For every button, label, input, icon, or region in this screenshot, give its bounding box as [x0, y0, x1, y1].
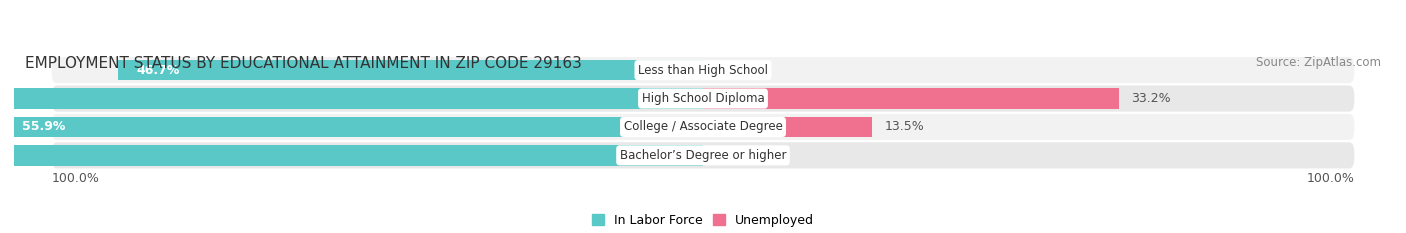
Text: Bachelor’s Degree or higher: Bachelor’s Degree or higher: [620, 149, 786, 162]
FancyBboxPatch shape: [52, 57, 1354, 83]
Text: 46.7%: 46.7%: [136, 64, 180, 77]
Text: 100.0%: 100.0%: [52, 172, 100, 185]
FancyBboxPatch shape: [52, 86, 1354, 112]
Bar: [0, 88, 703, 109]
Text: 13.5%: 13.5%: [884, 120, 924, 134]
Bar: [703, 117, 872, 137]
Text: 33.2%: 33.2%: [1132, 92, 1171, 105]
Legend: In Labor Force, Unemployed: In Labor Force, Unemployed: [592, 214, 814, 227]
Text: EMPLOYMENT STATUS BY EDUCATIONAL ATTAINMENT IN ZIP CODE 29163: EMPLOYMENT STATUS BY EDUCATIONAL ATTAINM…: [25, 56, 582, 71]
Bar: [118, 60, 703, 80]
Text: 0.0%: 0.0%: [716, 64, 748, 77]
Text: 100.0%: 100.0%: [1306, 172, 1354, 185]
Bar: [0, 145, 703, 166]
Text: Less than High School: Less than High School: [638, 64, 768, 77]
FancyBboxPatch shape: [52, 142, 1354, 168]
Text: College / Associate Degree: College / Associate Degree: [624, 120, 782, 134]
FancyBboxPatch shape: [52, 114, 1354, 140]
Bar: [3, 117, 703, 137]
Text: Source: ZipAtlas.com: Source: ZipAtlas.com: [1256, 56, 1381, 69]
Text: 55.9%: 55.9%: [21, 120, 65, 134]
Bar: [703, 88, 1119, 109]
Text: High School Diploma: High School Diploma: [641, 92, 765, 105]
Text: 0.0%: 0.0%: [716, 149, 748, 162]
